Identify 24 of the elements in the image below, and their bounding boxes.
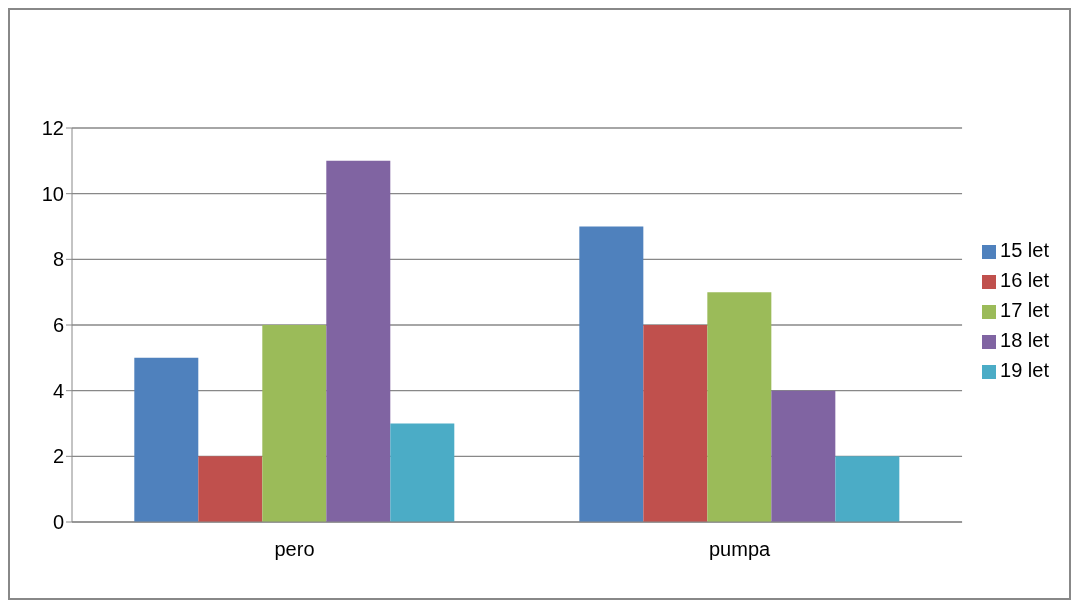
legend-label: 19 let (1000, 359, 1049, 381)
bar (707, 292, 772, 522)
bar (326, 160, 391, 522)
y-tick-label: 8 (52, 248, 64, 271)
bar (390, 423, 455, 522)
bar (643, 325, 708, 522)
legend-label: 15 let (1000, 239, 1049, 261)
bar (134, 357, 199, 522)
bar (262, 325, 327, 522)
x-tick-label: pumpa (708, 538, 771, 561)
legend-label: 18 let (1000, 329, 1049, 351)
legend-label: 16 let (1000, 269, 1049, 291)
y-tick-label: 6 (52, 314, 64, 337)
y-tick-label: 2 (52, 445, 64, 468)
legend-label: 17 let (1000, 299, 1049, 321)
y-tick-label: 4 (52, 379, 64, 402)
bar (771, 390, 836, 522)
y-tick-label: 0 (52, 511, 64, 534)
y-tick-label: 10 (41, 182, 64, 205)
bar (835, 456, 900, 522)
x-tick-label: pero (274, 538, 315, 561)
y-tick-label: 12 (41, 117, 64, 140)
bar (579, 226, 644, 522)
bar (198, 456, 263, 522)
